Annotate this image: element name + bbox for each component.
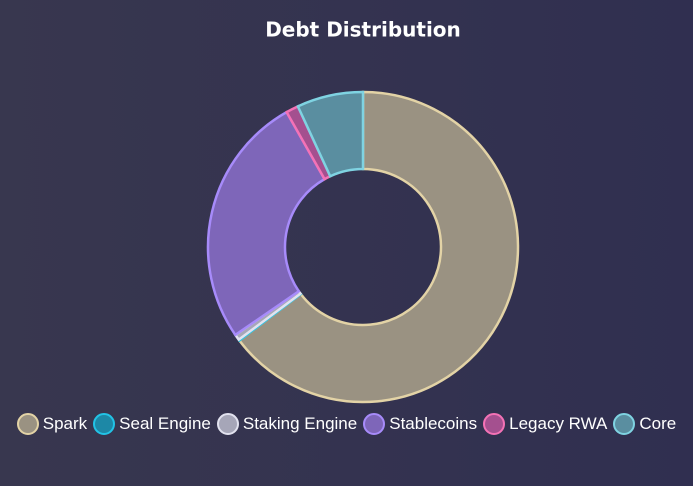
legend-item[interactable]: Staking Engine [216,410,358,438]
legend-label: Core [639,414,677,433]
slice [237,90,520,404]
legend-label: Spark [42,414,88,433]
legend-item[interactable]: Stablecoins [363,410,477,438]
legend-swatch [16,413,39,435]
legend-swatch [483,413,506,435]
legend-item[interactable]: Seal Engine [93,410,211,438]
legend-label: Legacy RWA [509,414,608,433]
legend-swatch [216,413,239,435]
legend-item[interactable]: Legacy RWA [483,410,607,438]
chart: Debt Distribution [206,18,520,404]
legend-swatch [613,413,636,435]
legend-label: Stablecoins [389,414,478,433]
chart-title: Debt Distribution [265,18,461,42]
slice [206,110,327,337]
legend-item[interactable]: Spark [16,410,88,438]
legend-label: Seal Engine [119,414,211,433]
legend-item[interactable]: Core [613,410,676,438]
legend-label: Staking Engine [242,414,358,433]
legend: Spark Seal Engine Staking Engine Stablecoin… [0,410,693,438]
legend-swatch [363,413,386,435]
legend-swatch [93,413,116,435]
slice [296,90,365,178]
